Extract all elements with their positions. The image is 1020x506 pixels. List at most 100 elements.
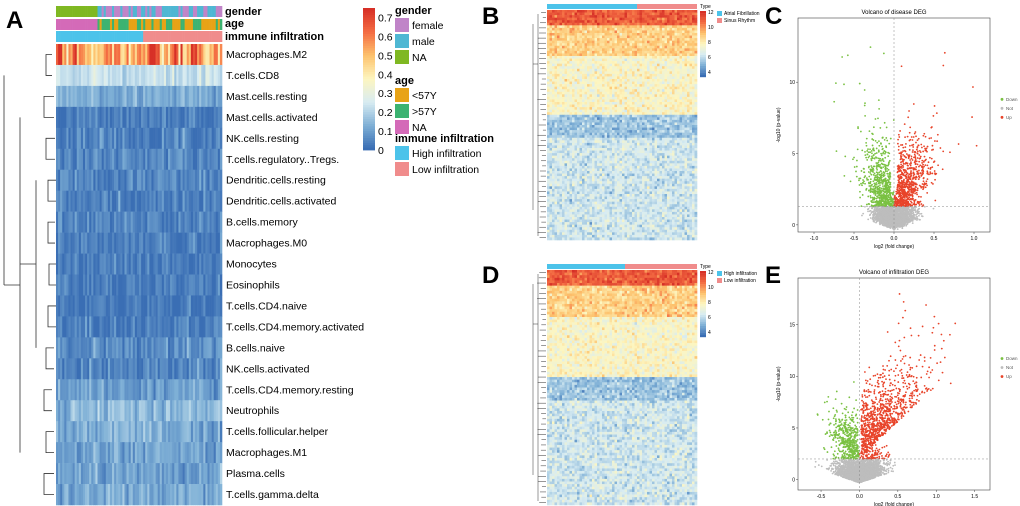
heatmap-cell: [188, 442, 192, 464]
heatmap-cell: [659, 96, 663, 100]
heatmap-cell: [674, 58, 678, 62]
heatmap-cell: [132, 274, 136, 296]
heatmap-cell: [56, 379, 59, 401]
heatmap-cell: [629, 119, 633, 123]
heatmap-cell: [554, 53, 558, 57]
heatmap-cell: [654, 86, 658, 90]
heatmap-cell: [112, 169, 115, 191]
heatmap-cell: [644, 35, 648, 39]
heatmap-cell: [554, 91, 558, 95]
row-label: Plasma.cells: [226, 468, 285, 480]
heatmap-cell: [569, 119, 573, 123]
heatmap-cell: [662, 86, 665, 90]
heatmap-cell: [91, 463, 94, 485]
heatmap-cell: [153, 127, 156, 150]
heatmap-cell: [103, 337, 107, 359]
heatmap-cell: [667, 122, 670, 126]
heatmap-cell: [549, 91, 553, 95]
heatmap-cell: [627, 45, 630, 49]
heatmap-cell: [632, 17, 635, 21]
heatmap-cell: [132, 64, 136, 87]
heatmap-cell: [136, 358, 140, 380]
heatmap-cell: [149, 64, 152, 87]
heatmap-cell: [109, 421, 113, 443]
heatmap-cell: [205, 400, 208, 422]
heatmap-cell: [664, 10, 668, 13]
heatmap-cell: [669, 35, 673, 39]
panel-letter-b: B: [482, 3, 499, 30]
heatmap-cell: [95, 106, 98, 129]
heatmap-cell: [594, 122, 598, 126]
heatmap-cell: [99, 190, 102, 212]
heatmap-cell: [602, 99, 605, 103]
heatmap-cell: [677, 86, 680, 90]
heatmap-cell: [91, 253, 94, 275]
heatmap-cell: [554, 130, 558, 133]
heatmap-cell: [694, 61, 698, 64]
heatmap-cell: [597, 61, 600, 64]
heatmap-cell: [687, 30, 690, 34]
heatmap-cell: [579, 43, 583, 47]
heatmap-cell: [559, 99, 563, 103]
heatmap-cell: [677, 68, 680, 72]
heatmap-cell: [647, 27, 650, 31]
heatmap-cell: [85, 463, 88, 485]
heatmap-cell: [637, 107, 640, 110]
heatmap-cell: [684, 15, 688, 18]
heatmap-cell: [637, 122, 640, 126]
heatmap-cell: [97, 274, 100, 296]
age-track-cell: [136, 19, 140, 30]
heatmap-cell: [549, 102, 553, 105]
heatmap-cell: [78, 337, 82, 359]
heatmap-cell: [153, 358, 156, 380]
heatmap-cell: [186, 484, 190, 506]
heatmap-cell: [172, 442, 175, 464]
heatmap-cell: [163, 337, 167, 359]
heatmap-cell: [120, 316, 123, 338]
heatmap-cell: [672, 119, 675, 123]
heatmap-cell: [627, 15, 630, 18]
heatmap-cell: [657, 12, 660, 16]
heatmap-cell: [153, 316, 156, 338]
legend-title: gender: [395, 5, 432, 17]
heatmap-cell: [211, 274, 214, 296]
heatmap-cell: [547, 43, 550, 47]
heatmap-cell: [592, 114, 595, 118]
heatmap-cell: [68, 169, 71, 191]
heatmap-cell: [687, 84, 690, 87]
heatmap-cell: [134, 295, 138, 317]
heatmap-cell: [649, 109, 653, 113]
heatmap-cell: [579, 53, 583, 57]
heatmap-cell: [644, 99, 648, 103]
age-track-cell: [130, 19, 134, 30]
heatmap-cell: [172, 85, 175, 108]
heatmap-cell: [76, 463, 80, 485]
heatmap-cell: [594, 27, 598, 31]
heatmap-cell: [78, 316, 82, 338]
heatmap-cell: [582, 114, 585, 118]
heatmap-cell: [74, 44, 78, 66]
heatmap-cell: [58, 421, 61, 443]
heatmap-cell: [644, 84, 648, 87]
heatmap-cell: [607, 112, 610, 116]
heatmap-cell: [574, 130, 578, 133]
heatmap-cell: [597, 104, 600, 108]
heatmap-cell: [597, 22, 600, 26]
heatmap-cell: [604, 112, 608, 116]
heatmap-cell: [549, 73, 553, 77]
heatmap-cell: [174, 400, 177, 422]
heatmap-cell: [112, 421, 115, 443]
heatmap-cell: [607, 50, 610, 54]
heatmap-cell: [667, 43, 670, 47]
heatmap-cell: [56, 232, 59, 254]
heatmap-cell: [654, 63, 658, 67]
heatmap-cell: [572, 38, 575, 41]
heatmap-cell: [677, 63, 680, 67]
heatmap-cell: [170, 316, 173, 338]
heatmap-cell: [82, 358, 86, 380]
heatmap-cell: [64, 442, 67, 464]
heatmap-cell: [201, 442, 204, 464]
heatmap-cell: [180, 316, 183, 338]
heatmap-cell: [184, 253, 188, 275]
heatmap-cell: [664, 112, 668, 116]
